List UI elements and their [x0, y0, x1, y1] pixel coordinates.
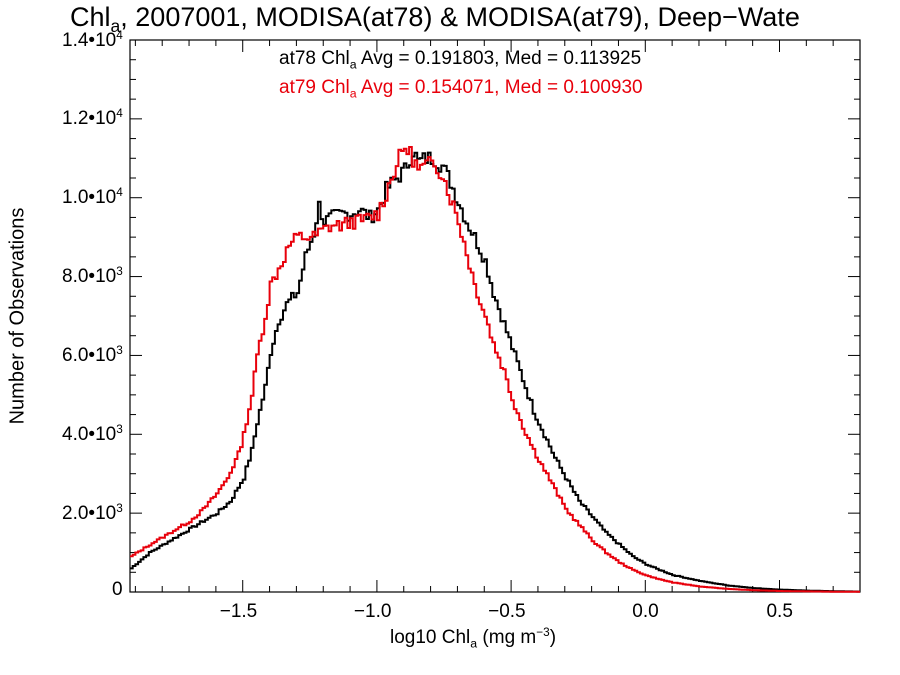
- y-tick-mantissa: 4.0•10: [62, 423, 117, 445]
- y-tick-label: 0: [112, 579, 123, 601]
- y-tick-label: 4.0•103: [62, 423, 123, 446]
- x-tick-label: 0.5: [766, 601, 793, 622]
- series-at79: [130, 146, 860, 593]
- y-tick-exponent: 3: [116, 343, 123, 357]
- y-tick-mantissa: 8.0•10: [62, 266, 117, 288]
- y-tick-mantissa: 1.4•10: [62, 29, 117, 51]
- x-axis-label-subscript: a: [470, 636, 478, 651]
- y-tick-exponent: 4: [116, 186, 123, 200]
- y-tick-exponent: 4: [116, 28, 123, 42]
- y-tick-label: 8.0•103: [62, 265, 123, 288]
- y-tick-exponent: 3: [116, 422, 123, 436]
- x-axis-unit-close: ): [549, 627, 557, 649]
- title-text: Chl: [70, 2, 111, 32]
- legend-at78-label: at78 Chl: [279, 48, 350, 69]
- y-tick-label: 1.2•104: [62, 107, 123, 130]
- x-tick-label: −1.5: [219, 601, 258, 622]
- y-tick-mantissa: 6.0•10: [62, 344, 117, 366]
- legend-at79-label: at79 Chl: [279, 77, 350, 98]
- y-tick-mantissa: 1.2•10: [62, 108, 117, 130]
- x-tick-label: −1.0: [353, 601, 392, 622]
- legend-at78-stats: Avg = 0.191803, Med = 0.113925: [356, 48, 642, 69]
- legend-at79-subscript: a: [349, 86, 357, 101]
- y-axis-label: Number of Observations: [6, 207, 29, 425]
- y-tick-label: 2.0•103: [62, 502, 123, 525]
- x-axis-label-text: log10 Chl: [390, 627, 471, 649]
- series-layer: [130, 146, 860, 593]
- x-axis-unit: (mg m: [477, 627, 537, 649]
- y-tick-exponent: 4: [116, 107, 123, 121]
- title-rest: , 2007001, MODISA(at78) & MODISA(at79), …: [120, 2, 800, 32]
- legend-at78: at78 Chla Avg = 0.191803, Med = 0.113925: [279, 48, 641, 71]
- series-at78: [130, 151, 860, 593]
- y-tick-mantissa: 1.0•10: [62, 187, 117, 209]
- y-tick-label: 6.0•103: [62, 344, 123, 367]
- x-tick-label: −0.5: [488, 601, 526, 622]
- x-axis-label: log10 Chla (mg m−3): [390, 626, 556, 650]
- y-tick-mantissa: 2.0•10: [62, 502, 117, 524]
- legend-at79: at79 Chla Avg = 0.154071, Med = 0.100930: [279, 77, 643, 100]
- x-tick-label: 0.0: [632, 601, 659, 622]
- plot-frame: [129, 39, 861, 593]
- y-tick-mantissa: 0: [112, 579, 123, 600]
- y-tick-label: 1.0•104: [62, 186, 123, 209]
- chart-title: Chla, 2007001, MODISA(at78) & MODISA(at7…: [70, 0, 800, 43]
- y-tick-label: 1.4•104: [62, 29, 123, 52]
- legend-at78-subscript: a: [349, 57, 357, 72]
- y-tick-exponent: 3: [116, 501, 123, 515]
- y-tick-exponent: 3: [116, 265, 123, 279]
- axis-ticks: [130, 39, 860, 593]
- legend-at79-stats: Avg = 0.154071, Med = 0.100930: [356, 77, 643, 98]
- x-axis-unit-exponent: −3: [536, 626, 550, 639]
- title-subscript: a: [110, 16, 121, 37]
